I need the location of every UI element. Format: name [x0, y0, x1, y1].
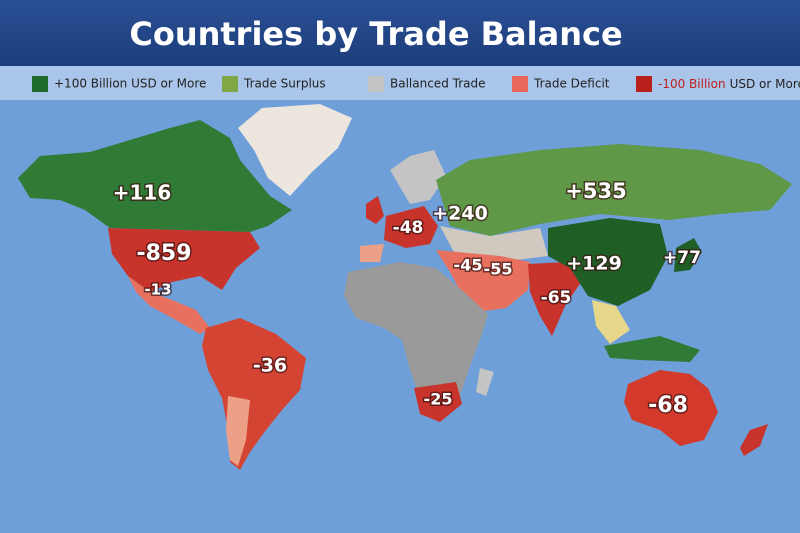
- legend-label: Trade Deficit: [533, 77, 610, 91]
- legend-emphasis: -100 Billion: [658, 77, 726, 91]
- region-label: -65: [541, 288, 572, 308]
- map-labels: +116 -859 -13 -36 -48 +240 +535 +129 +77 -45 -55 -6…: [111, 178, 702, 420]
- scandinavia: [390, 150, 446, 204]
- mexico: [128, 276, 210, 334]
- russia: [436, 144, 792, 236]
- legend-swatch: [222, 76, 238, 92]
- region-label: -48: [393, 218, 424, 238]
- legend-label: Ballanced Trade: [390, 77, 485, 91]
- legend-label-rest: USD or More: [730, 77, 800, 91]
- western-europe: [384, 206, 438, 248]
- legend-swatch: [636, 76, 652, 92]
- se-asia: [592, 300, 630, 344]
- argentina: [226, 396, 250, 466]
- china: [548, 218, 668, 306]
- legend-label: -100 Billion USD or More: [658, 77, 800, 91]
- region-label: -25: [424, 390, 453, 409]
- legend-label: +100 Billion USD or More: [54, 77, 206, 91]
- region-label: -13: [144, 281, 171, 299]
- land: [18, 104, 792, 470]
- legend-label: Trade Surplus: [243, 77, 326, 91]
- region-label: -45: [454, 256, 483, 275]
- region-label: -68: [648, 393, 688, 418]
- legend-swatch: [512, 76, 528, 92]
- iberia: [360, 244, 384, 262]
- region-label: +77: [663, 248, 701, 268]
- south-africa: [414, 382, 462, 422]
- region-label: +240: [432, 203, 488, 225]
- madagascar: [476, 368, 494, 396]
- australia: [624, 370, 718, 446]
- south-america: [202, 318, 306, 470]
- canada: [18, 120, 292, 232]
- region-label: -36: [253, 355, 287, 377]
- region-label: -859: [136, 241, 191, 266]
- legend-swatch: [32, 76, 48, 92]
- title-bar: [0, 0, 800, 66]
- legend: +100 Billion USD or More Trade Surplus Bal…: [32, 76, 800, 92]
- legend-bar: [0, 66, 800, 100]
- indonesia: [604, 336, 700, 362]
- title: Countries by Trade Balance: [129, 15, 622, 53]
- region-label: -55: [484, 260, 513, 279]
- greenland: [238, 104, 352, 196]
- japan: [674, 238, 702, 272]
- region-label: +116: [113, 181, 172, 205]
- usa: [108, 228, 260, 292]
- middle-east: [436, 250, 530, 312]
- africa: [344, 262, 488, 412]
- region-label: +535: [565, 179, 626, 203]
- legend-swatch: [368, 76, 384, 92]
- india: [528, 262, 584, 336]
- new-zealand: [740, 424, 768, 456]
- uk: [366, 196, 384, 224]
- region-label: +129: [566, 253, 622, 275]
